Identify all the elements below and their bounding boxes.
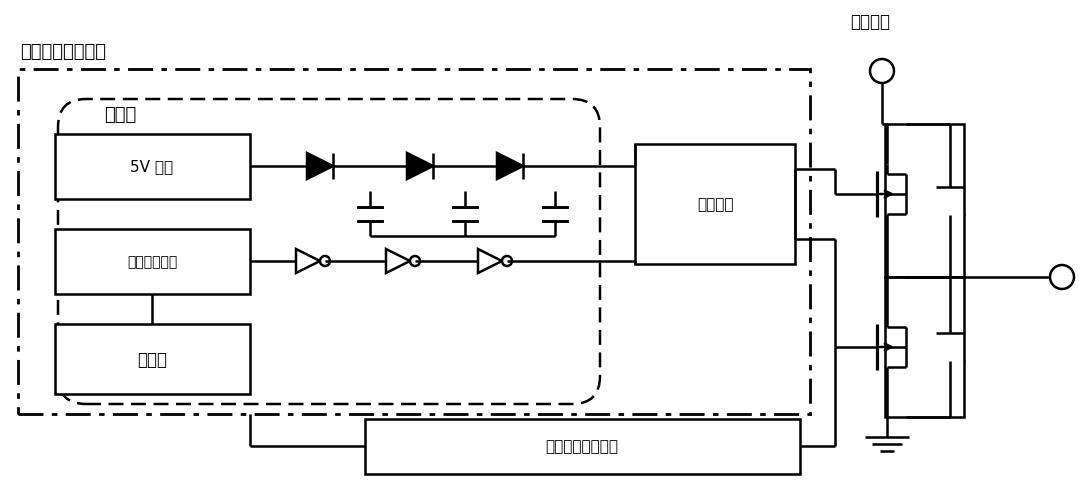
Bar: [55, 229, 249, 295]
Bar: [365, 419, 800, 474]
Polygon shape: [936, 333, 964, 361]
Polygon shape: [478, 249, 502, 274]
Polygon shape: [497, 154, 523, 180]
Text: 供电电压: 供电电压: [850, 13, 890, 31]
Circle shape: [320, 257, 330, 267]
Bar: [885, 278, 964, 417]
Polygon shape: [296, 249, 320, 274]
Circle shape: [870, 60, 894, 84]
Bar: [18, 70, 810, 414]
Text: 高侧栅极驱动电路: 高侧栅极驱动电路: [21, 43, 106, 61]
Polygon shape: [307, 154, 333, 180]
Bar: [55, 135, 249, 199]
Bar: [885, 125, 964, 278]
Text: 低侧栅极驱动电路: 低侧栅极驱动电路: [545, 438, 619, 453]
Text: 电荷泵: 电荷泵: [104, 106, 136, 124]
Polygon shape: [936, 187, 964, 215]
Text: 5V 电源: 5V 电源: [131, 159, 174, 174]
Text: 驱动电路: 驱动电路: [697, 197, 733, 212]
Circle shape: [502, 257, 512, 267]
Circle shape: [1050, 266, 1074, 290]
Polygon shape: [386, 249, 410, 274]
FancyBboxPatch shape: [58, 100, 600, 404]
Text: 振荡器: 振荡器: [137, 350, 167, 368]
Polygon shape: [407, 154, 433, 180]
Text: 电平位移电路: 电平位移电路: [126, 255, 177, 269]
Bar: [55, 324, 249, 394]
Circle shape: [410, 257, 420, 267]
Bar: [635, 145, 795, 265]
